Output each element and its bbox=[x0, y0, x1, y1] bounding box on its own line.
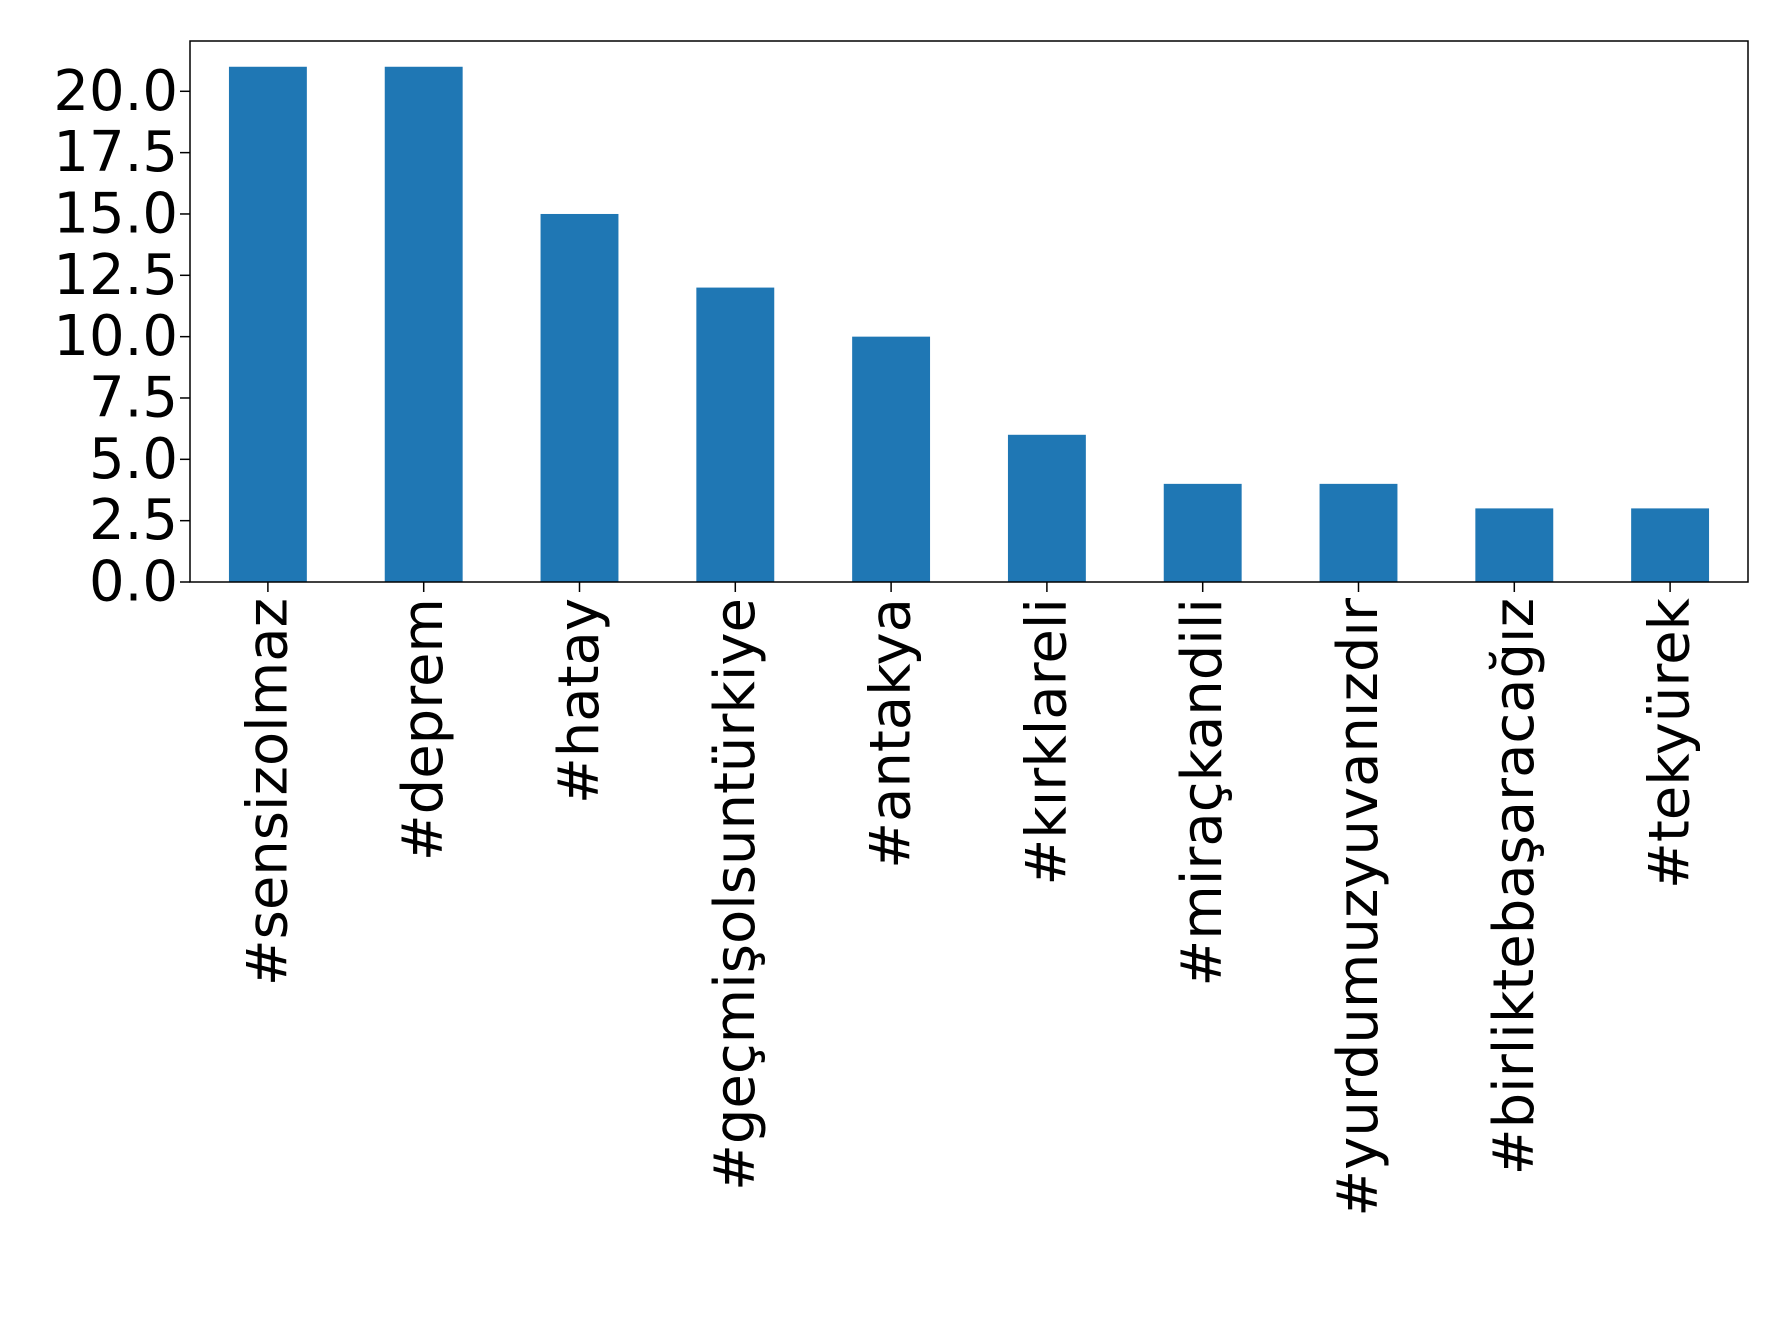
y-tick-label: 7.5 bbox=[89, 365, 178, 430]
bar-1 bbox=[384, 66, 463, 582]
bars-layer bbox=[228, 66, 1710, 583]
y-tick-label: 2.5 bbox=[89, 488, 178, 553]
x-tick-label: #miraçkandili bbox=[1170, 598, 1235, 987]
x-tick-label: #geçmişolsuntürkiye bbox=[703, 598, 768, 1191]
bar-8 bbox=[1475, 508, 1554, 582]
x-tick-label: #antakya bbox=[859, 598, 924, 869]
bar-6 bbox=[1163, 483, 1242, 582]
bar-9 bbox=[1631, 508, 1710, 582]
y-tick-label: 10.0 bbox=[53, 304, 178, 369]
x-tick-label: #hatay bbox=[547, 598, 612, 804]
bar-4 bbox=[852, 336, 931, 582]
plot-frame bbox=[189, 40, 1749, 583]
x-tick-label: #kırklareli bbox=[1014, 598, 1079, 886]
bar-3 bbox=[696, 287, 775, 582]
bar-0 bbox=[228, 66, 307, 582]
bar-2 bbox=[540, 213, 619, 583]
y-tick-label: 17.5 bbox=[53, 120, 178, 185]
y-tick-label: 5.0 bbox=[89, 427, 178, 492]
x-tick-label: #tekyürek bbox=[1638, 597, 1703, 889]
y-tick-label: 0.0 bbox=[89, 550, 178, 615]
bar-7 bbox=[1319, 483, 1398, 582]
x-tick-label: #deprem bbox=[391, 598, 456, 861]
x-tick-label: #sensizolmaz bbox=[235, 598, 300, 986]
x-tick-label: #yurdumuzyuvanızdır bbox=[1326, 597, 1391, 1217]
y-tick-label: 15.0 bbox=[53, 181, 178, 246]
bar-5 bbox=[1007, 434, 1086, 582]
x-tick-label: #birliktebaşaracağız bbox=[1482, 598, 1547, 1175]
y-tick-label: 20.0 bbox=[53, 59, 178, 124]
y-axis: 0.02.55.07.510.012.515.017.520.0 bbox=[53, 59, 190, 615]
x-axis: #sensizolmaz #deprem #hatay #geçmişolsuntür… bbox=[235, 582, 1703, 1217]
y-tick-label: 12.5 bbox=[53, 243, 178, 308]
